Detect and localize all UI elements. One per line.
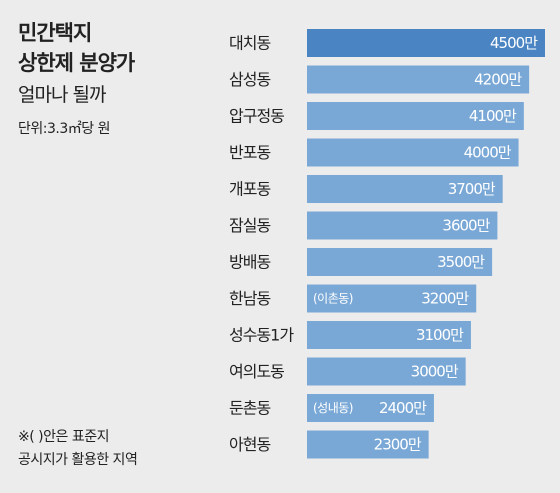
value-label: 3500만	[437, 253, 485, 271]
bar	[307, 430, 429, 459]
bar	[307, 211, 498, 240]
category-label: 성수동1가	[229, 326, 294, 345]
bar	[307, 321, 471, 349]
category-label: 압구정동	[229, 107, 284, 126]
category-label: 개포동	[229, 180, 270, 199]
category-label: 아현동	[229, 435, 270, 454]
category-label: 방배동	[229, 253, 270, 272]
bar	[307, 248, 493, 276]
bar	[307, 138, 519, 167]
value-label: 4100만	[469, 107, 517, 125]
annotation-label: (성내동)	[313, 401, 353, 415]
value-label: 2400만	[379, 399, 427, 417]
category-label: 잠실동	[229, 216, 270, 235]
value-label: 3700만	[448, 180, 496, 198]
bar	[307, 357, 466, 386]
chart-title: 민간택지 상한제 분양가	[18, 21, 135, 75]
title-block: 민간택지 상한제 분양가 얼마나 될까 단위:3.3㎡당 원	[18, 18, 135, 138]
bar	[307, 175, 503, 203]
category-label: 둔촌동	[229, 399, 270, 418]
bar	[307, 284, 477, 313]
value-label: 4200만	[474, 71, 522, 89]
category-label: 한남동	[229, 289, 270, 308]
category-label: 삼성동	[229, 70, 270, 89]
annotation-label: (이촌동)	[313, 292, 353, 306]
bar	[307, 102, 524, 130]
category-label: 대치동	[229, 34, 270, 53]
category-label: 여의도동	[229, 362, 284, 381]
value-label: 4500만	[490, 34, 538, 52]
value-label: 3600만	[442, 217, 490, 235]
value-label: 3100만	[416, 326, 464, 344]
value-label: 4000만	[464, 144, 512, 162]
category-label: 반포동	[229, 143, 270, 162]
bar	[307, 394, 434, 422]
unit-label: 단위:3.3㎡당 원	[18, 121, 110, 137]
bar	[307, 65, 530, 94]
footnote: ※( )안은 표준지 공시지가 활용한 지역	[18, 429, 138, 468]
chart-subtitle: 얼마나 될까	[18, 84, 106, 106]
value-label: 2300만	[374, 436, 422, 454]
value-label: 3000만	[411, 363, 459, 381]
bar	[307, 29, 545, 57]
value-label: 3200만	[421, 290, 469, 308]
